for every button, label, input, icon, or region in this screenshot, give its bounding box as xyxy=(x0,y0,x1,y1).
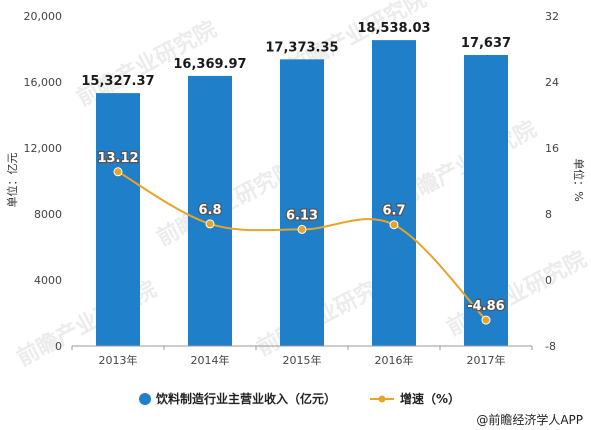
bar-data-labels: 15,327.37 16,369.97 17,373.35 18,538.03 17,6… xyxy=(81,21,511,89)
growth-data-labels: 13.12 6.8 6.13 6.7 -4.86 xyxy=(96,150,506,316)
x-tick-label: 2014年 xyxy=(191,353,230,367)
growth-point xyxy=(389,220,399,230)
left-tick-label: 20,000 xyxy=(24,10,63,23)
x-axis-ticks: 2013年 2014年 2015年 2016年 2017年 xyxy=(71,346,533,367)
bar xyxy=(96,93,140,347)
growth-value-label: 13.12 xyxy=(97,151,138,166)
x-tick-label: 2017年 xyxy=(467,353,506,367)
growth-value-label: 6.7 xyxy=(382,204,405,219)
growth-value-label: -4.86 xyxy=(467,299,504,314)
growth-line-series xyxy=(113,167,491,325)
right-axis-ticks: -8 0 8 16 24 32 xyxy=(545,10,559,353)
bar-value-label: 17,637 xyxy=(461,36,511,51)
left-tick-label: 0 xyxy=(55,340,62,353)
right-tick-label: -8 xyxy=(545,340,556,353)
bar-series xyxy=(96,40,508,347)
right-tick-label: 8 xyxy=(545,208,552,221)
legend-line-label: 增速（%） xyxy=(400,391,460,406)
bar xyxy=(188,75,232,346)
left-axis-title: 单位：亿元 xyxy=(5,153,19,208)
growth-point xyxy=(297,224,307,234)
right-axis-title: 单位：% xyxy=(572,158,586,201)
right-tick-label: 32 xyxy=(545,10,559,23)
bar xyxy=(372,40,416,347)
bar-value-label: 15,327.37 xyxy=(81,74,154,89)
bar xyxy=(280,59,324,347)
left-axis-ticks: 0 4000 8000 12,000 16,000 20,000 xyxy=(24,10,63,353)
growth-point xyxy=(205,219,215,229)
x-tick-label: 2013年 xyxy=(99,353,138,367)
left-tick-label: 16,000 xyxy=(24,76,63,89)
right-tick-label: 24 xyxy=(545,76,559,89)
legend-line-marker xyxy=(378,395,386,403)
legend-bar-swatch xyxy=(139,393,151,405)
legend-bar-label: 饮料制造行业主营业收入（亿元） xyxy=(155,391,336,406)
bar xyxy=(464,54,508,346)
growth-point xyxy=(113,167,123,177)
left-tick-label: 8000 xyxy=(34,208,62,221)
x-tick-label: 2016年 xyxy=(375,353,414,367)
x-tick-label: 2015年 xyxy=(283,353,322,367)
growth-value-label: 6.13 xyxy=(286,208,318,223)
bar-value-label: 16,369.97 xyxy=(173,57,246,72)
source-credit: @前瞻经济学人APP xyxy=(476,412,583,427)
right-tick-label: 0 xyxy=(545,274,552,287)
right-tick-label: 16 xyxy=(545,142,559,155)
legend: 饮料制造行业主营业收入（亿元） 增速（%） xyxy=(139,391,460,406)
bar-value-label: 18,538.03 xyxy=(357,21,430,36)
bar-value-label: 17,373.35 xyxy=(265,40,338,55)
left-tick-label: 12,000 xyxy=(24,142,63,155)
growth-value-label: 6.8 xyxy=(198,203,221,218)
growth-point xyxy=(481,315,491,325)
left-tick-label: 4000 xyxy=(34,274,62,287)
